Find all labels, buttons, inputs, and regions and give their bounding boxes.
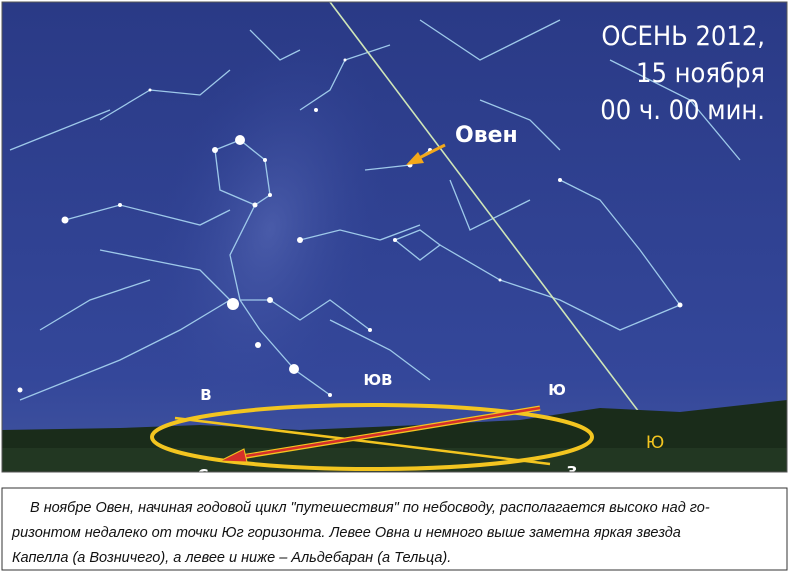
header-line: 15 ноября <box>636 58 765 89</box>
image-frame <box>1 1 788 473</box>
caption-box <box>1 487 788 571</box>
header-line: ОСЕНЬ 2012, <box>601 21 765 52</box>
direction-label: ЮВ <box>363 371 392 389</box>
caption-line: ризонтом недалеко от точки Юг горизонта.… <box>11 525 681 541</box>
direction-label: Ю <box>548 381 566 399</box>
horizon-ellipse <box>150 403 594 471</box>
arrow-head <box>219 448 248 463</box>
aries-label: Овен <box>455 123 518 148</box>
south-north-arrow <box>239 406 541 459</box>
aries-pointer-head <box>406 152 424 165</box>
direction-label: С <box>197 466 208 484</box>
sky <box>2 2 787 472</box>
east-west-line <box>174 416 551 466</box>
ecliptic <box>329 1 646 421</box>
milky-way <box>151 34 389 426</box>
caption-line: В ноябре Овен, начиная годовой цикл "пут… <box>30 500 710 516</box>
header-line: 00 ч. 00 мин. <box>600 95 765 126</box>
direction-label: В <box>200 386 211 404</box>
caption-line: Капелла (а Возничего), а левее и ниже – … <box>12 550 451 566</box>
ecliptic-label: Ю <box>646 433 664 453</box>
